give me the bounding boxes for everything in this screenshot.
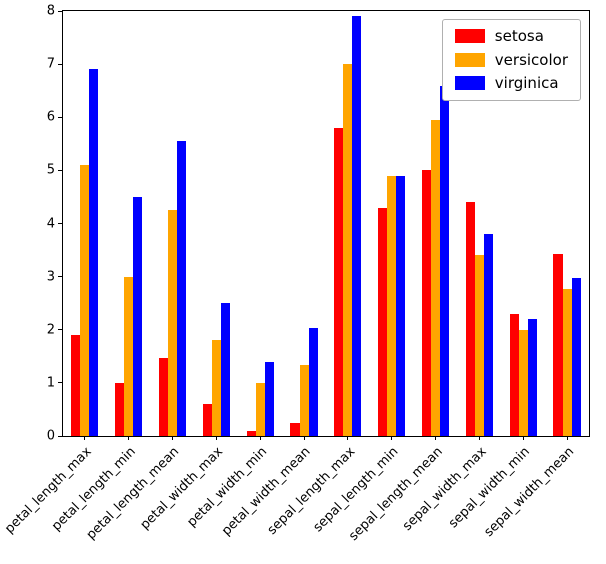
- bar-setosa-sepal_length_min: [378, 207, 388, 436]
- x-tick-mark: [478, 436, 480, 440]
- x-tick-mark: [84, 436, 86, 440]
- bar-setosa-sepal_width_mean: [553, 253, 563, 436]
- y-tick-label: 7: [46, 56, 55, 72]
- y-tick-label: 8: [46, 3, 55, 19]
- y-tick-mark: [58, 63, 62, 65]
- bar-virginica-petal_width_mean: [308, 328, 318, 436]
- x-tick-mark: [215, 436, 217, 440]
- bar-versicolor-petal_width_min: [255, 382, 265, 436]
- x-tick-label: sepal_width_max: [399, 444, 490, 534]
- y-tick-label: 6: [46, 109, 55, 125]
- bar-versicolor-sepal_width_max: [474, 255, 484, 436]
- legend-label-virginica: virginica: [494, 74, 559, 92]
- bar-virginica-petal_width_max: [220, 303, 230, 436]
- bar-versicolor-sepal_length_min: [387, 175, 397, 436]
- bar-virginica-sepal_length_mean: [440, 85, 450, 436]
- x-tick-mark: [566, 436, 568, 440]
- x-tick-mark: [522, 436, 524, 440]
- legend-item-versicolor: versicolor: [454, 50, 568, 69]
- y-tick-label: 5: [46, 162, 55, 178]
- x-tick-label: sepal_width_mean: [481, 444, 577, 540]
- y-tick-mark: [58, 223, 62, 224]
- bar-virginica-petal_length_max: [89, 69, 99, 436]
- bar-virginica-petal_width_min: [264, 361, 274, 436]
- bar-versicolor-petal_width_max: [211, 340, 221, 436]
- y-tick-mark: [58, 276, 62, 278]
- legend-swatch-setosa: [454, 29, 485, 44]
- bar-setosa-sepal_width_min: [509, 313, 519, 436]
- bar-versicolor-sepal_width_min: [518, 329, 528, 436]
- y-tick-label: 0: [46, 428, 55, 444]
- x-tick-label: sepal_width_min: [446, 444, 534, 532]
- bar-virginica-sepal_width_min: [527, 319, 537, 436]
- bar-setosa-petal_length_max: [71, 335, 81, 436]
- y-tick-label: 3: [46, 269, 55, 285]
- y-tick-label: 2: [46, 322, 55, 338]
- bar-versicolor-petal_length_min: [124, 276, 134, 436]
- legend-item-setosa: setosa: [454, 27, 568, 45]
- y-tick-label: 4: [46, 216, 55, 231]
- y-tick-mark: [58, 169, 62, 171]
- y-tick-mark: [58, 435, 62, 437]
- bar-virginica-sepal_width_max: [483, 234, 493, 436]
- bar-versicolor-petal_width_mean: [299, 365, 309, 436]
- bar-virginica-petal_length_min: [133, 196, 143, 436]
- bar-versicolor-sepal_length_mean: [431, 120, 441, 436]
- x-tick-mark: [128, 436, 130, 440]
- x-tick-mark: [259, 436, 261, 440]
- x-tick-label: sepal_length_min: [310, 444, 402, 536]
- bar-setosa-sepal_length_mean: [421, 169, 432, 436]
- x-tick-mark: [172, 436, 174, 440]
- y-tick-mark: [58, 116, 62, 118]
- y-tick-mark: [58, 10, 62, 12]
- plot-area: 0 1 2 3 4 5 6 7 8 petal_length_max petal_length_mi…: [2, 5, 590, 544]
- legend-swatch-virginica: [454, 76, 485, 91]
- legend-swatch-versicolor: [454, 52, 485, 67]
- x-tick-label: petal_width_max: [137, 444, 227, 533]
- bar-versicolor-sepal_width_mean: [562, 288, 572, 436]
- bar-versicolor-petal_length_max: [80, 165, 90, 436]
- y-tick-mark: [58, 382, 62, 384]
- bar-setosa-petal_width_min: [246, 430, 256, 436]
- bar-setosa-petal_length_min: [115, 382, 125, 436]
- bar-setosa-sepal_width_max: [465, 202, 475, 436]
- legend-label-versicolor: versicolor: [494, 50, 568, 69]
- x-tick-mark: [391, 436, 393, 440]
- bar-setosa-petal_length_mean: [158, 358, 169, 436]
- bar-setosa-sepal_length_max: [334, 127, 344, 436]
- legend: setosa versicolor virginica: [441, 19, 581, 101]
- legend-item-virginica: virginica: [454, 74, 568, 92]
- bar-versicolor-petal_length_mean: [168, 209, 178, 436]
- legend-label-setosa: setosa: [494, 27, 544, 45]
- bar-virginica-sepal_length_min: [396, 175, 406, 436]
- x-tick-mark: [347, 436, 349, 440]
- bar-virginica-sepal_length_max: [352, 16, 362, 436]
- y-tick-label: 1: [46, 375, 55, 391]
- x-tick-mark: [435, 436, 437, 440]
- bar-virginica-sepal_width_mean: [571, 278, 581, 436]
- x-tick-mark: [303, 436, 305, 440]
- x-tick-label: petal_width_min: [184, 444, 271, 531]
- bar-versicolor-sepal_length_max: [343, 64, 353, 436]
- y-tick-mark: [58, 329, 62, 331]
- bar-setosa-petal_width_max: [202, 404, 212, 436]
- bar-virginica-petal_length_mean: [177, 141, 187, 436]
- bar-setosa-petal_width_mean: [290, 422, 300, 436]
